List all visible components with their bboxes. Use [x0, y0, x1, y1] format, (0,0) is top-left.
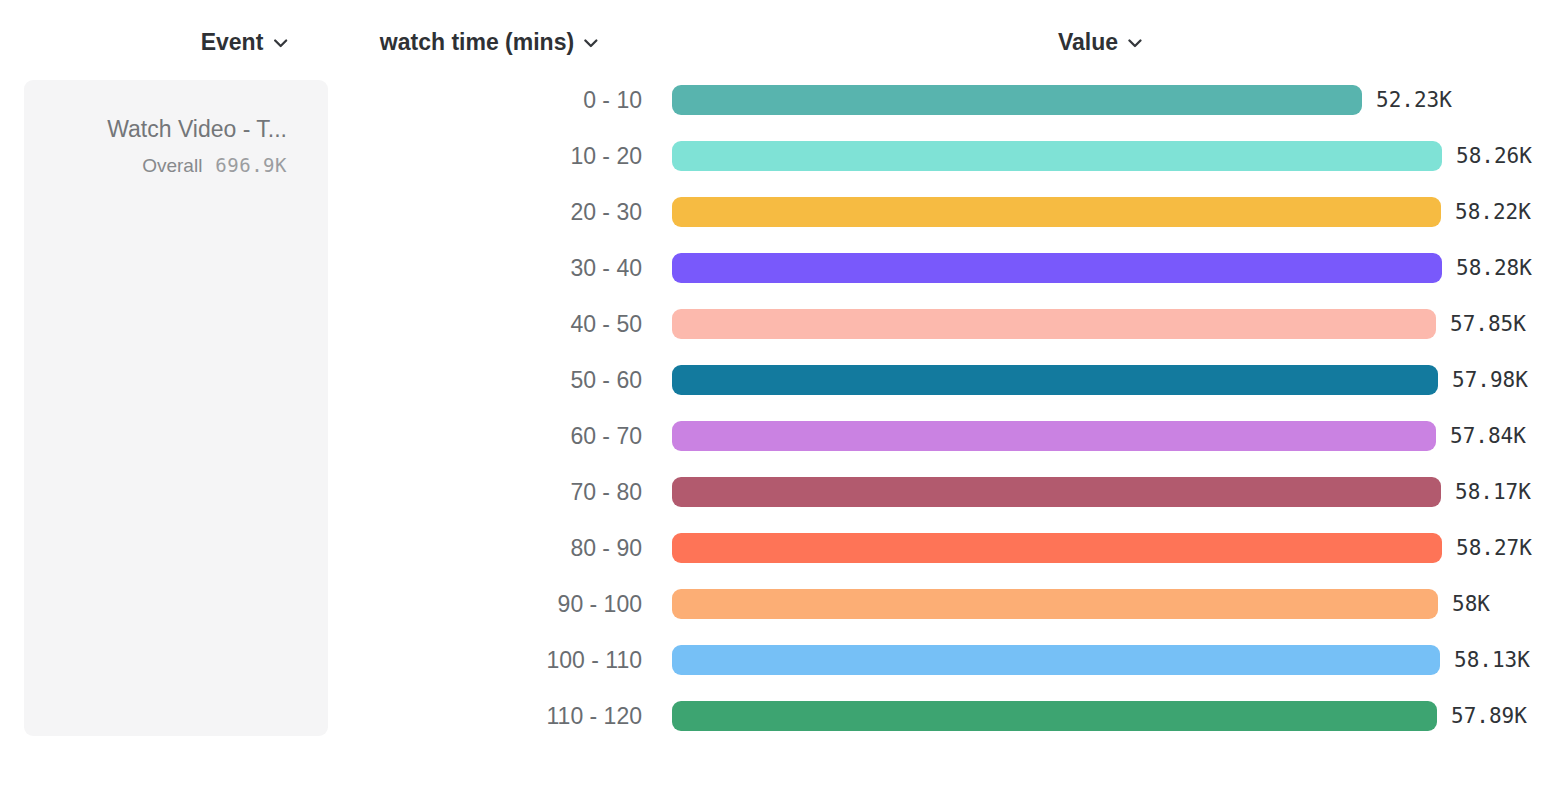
category-label: 40 - 50 — [340, 309, 642, 339]
value-label: 57.84K — [1450, 421, 1526, 452]
value-label: 57.98K — [1452, 365, 1528, 396]
value-label: 58.22K — [1455, 197, 1531, 228]
bar-segment[interactable] — [672, 309, 1436, 339]
chart-row: 60 - 70 57.84K — [0, 421, 1568, 451]
chart-row: 40 - 50 57.85K — [0, 309, 1568, 339]
value-label: 58.13K — [1454, 645, 1530, 676]
bar-segment[interactable] — [672, 701, 1437, 731]
bar-segment[interactable] — [672, 645, 1440, 675]
value-label: 58.17K — [1455, 477, 1531, 508]
chart-row: 70 - 80 58.17K — [0, 477, 1568, 507]
chart-row: 20 - 30 58.22K — [0, 197, 1568, 227]
bar-segment[interactable] — [672, 85, 1362, 115]
category-label: 50 - 60 — [340, 365, 642, 395]
value-label: 58.28K — [1456, 253, 1532, 284]
chart-row: 0 - 10 52.23K — [0, 85, 1568, 115]
category-label: 20 - 30 — [340, 197, 642, 227]
bar-segment[interactable] — [672, 365, 1438, 395]
value-label: 58.27K — [1456, 533, 1532, 564]
chart-row: 100 - 110 58.13K — [0, 645, 1568, 675]
bar-segment[interactable] — [672, 477, 1441, 507]
bar-segment[interactable] — [672, 421, 1436, 451]
category-label: 60 - 70 — [340, 421, 642, 451]
chart-row: 10 - 20 58.26K — [0, 141, 1568, 171]
bar-segment[interactable] — [672, 141, 1442, 171]
chart-row: 50 - 60 57.98K — [0, 365, 1568, 395]
chart-row: 30 - 40 58.28K — [0, 253, 1568, 283]
category-label: 0 - 10 — [340, 85, 642, 115]
bar-chart-report: Event watch time (mins) Value Watch Vide… — [0, 0, 1568, 790]
value-label: 52.23K — [1376, 85, 1452, 116]
bar-segment[interactable] — [672, 253, 1442, 283]
value-label: 57.85K — [1450, 309, 1526, 340]
category-label: 70 - 80 — [340, 477, 642, 507]
chart-row: 90 - 100 58K — [0, 589, 1568, 619]
chart-rows: 0 - 10 52.23K 10 - 20 58.26K 20 - 30 58.22K 30… — [0, 0, 1568, 790]
value-label: 57.89K — [1451, 701, 1527, 732]
category-label: 100 - 110 — [340, 645, 642, 675]
category-label: 80 - 90 — [340, 533, 642, 563]
bar-segment[interactable] — [672, 533, 1442, 563]
value-label: 58.26K — [1456, 141, 1532, 172]
chart-row: 110 - 120 57.89K — [0, 701, 1568, 731]
bar-segment[interactable] — [672, 197, 1441, 227]
category-label: 110 - 120 — [340, 701, 642, 731]
category-label: 10 - 20 — [340, 141, 642, 171]
category-label: 30 - 40 — [340, 253, 642, 283]
value-label: 58K — [1452, 589, 1490, 620]
bar-segment[interactable] — [672, 589, 1438, 619]
chart-row: 80 - 90 58.27K — [0, 533, 1568, 563]
category-label: 90 - 100 — [340, 589, 642, 619]
